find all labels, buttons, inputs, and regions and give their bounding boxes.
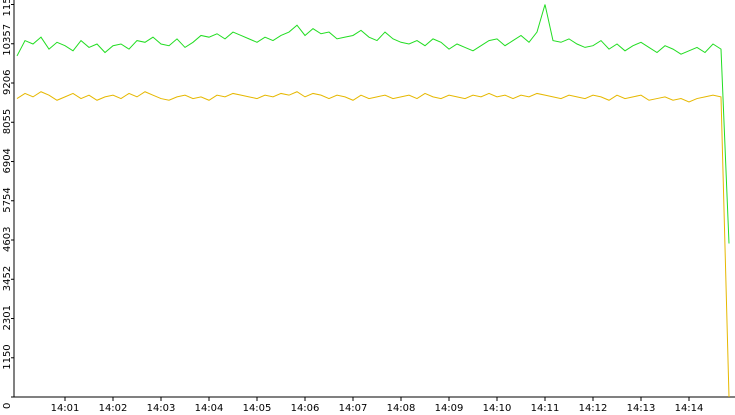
series-line	[16, 4, 730, 244]
x-tick-label: 14:08	[387, 403, 416, 414]
y-tick-label: 4603	[2, 227, 13, 252]
y-tick-label: 5754	[2, 187, 13, 212]
x-tick-label: 14:06	[291, 403, 320, 414]
y-tick-label: 2301	[2, 305, 13, 330]
y-tick-label: 1150	[2, 344, 13, 369]
x-tick-label: 14:13	[627, 403, 656, 414]
x-tick-label: 14:10	[483, 403, 512, 414]
x-tick-label: 14:01	[51, 403, 80, 414]
y-tick-label: 8055	[2, 109, 13, 134]
x-tick-label: 14:12	[579, 403, 608, 414]
series-line	[16, 91, 730, 398]
x-tick-label: 14:05	[243, 403, 272, 414]
y-tick-label: 3452	[2, 266, 13, 291]
y-tick-label: 11508	[2, 0, 13, 17]
x-tick-label: 14:09	[435, 403, 464, 414]
x-tick-label: 14:07	[339, 403, 368, 414]
y-tick-label: 9206	[2, 70, 13, 95]
y-tick-label: 10357	[2, 24, 13, 56]
y-tick-label: 0	[2, 403, 13, 409]
x-tick-label: 14:02	[99, 403, 128, 414]
x-tick-label: 14:14	[675, 403, 704, 414]
x-tick-label: 14:03	[147, 403, 176, 414]
y-tick-label: 6904	[2, 148, 13, 173]
x-tick-label: 14:11	[531, 403, 560, 414]
x-tick-label: 14:04	[195, 403, 224, 414]
